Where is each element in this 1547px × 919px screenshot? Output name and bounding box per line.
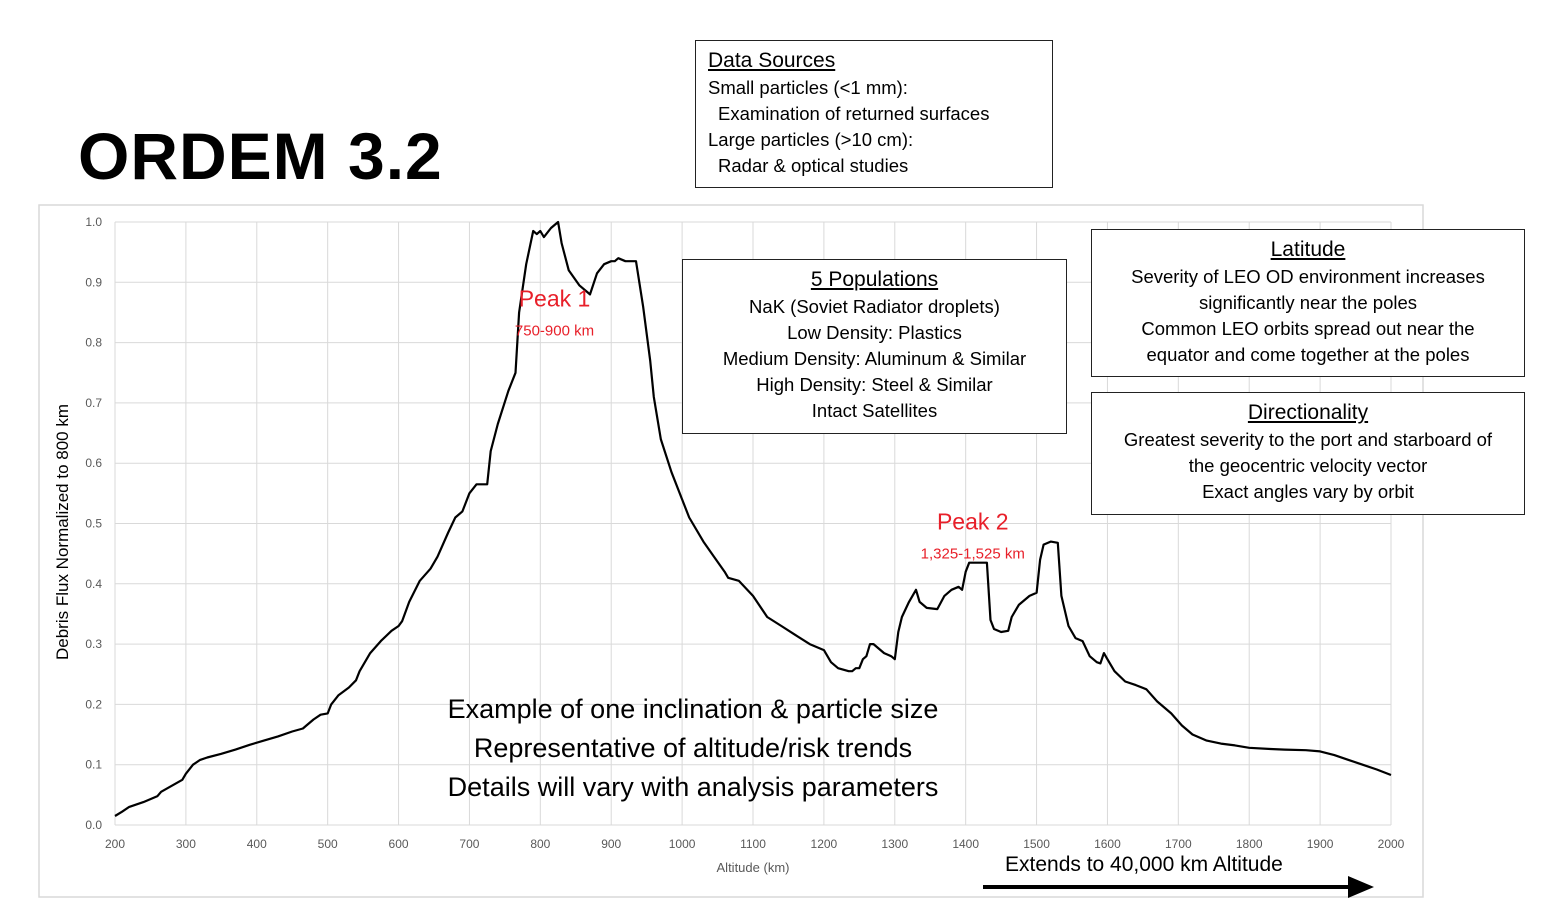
directionality-line: the geocentric velocity vector <box>1188 455 1428 476</box>
peak-label: Peak 2 <box>937 509 1009 535</box>
x-tick-label: 400 <box>247 837 267 851</box>
flux-line <box>114 220 1392 817</box>
x-tick-label: 1300 <box>881 837 908 851</box>
y-tick-label: 0.5 <box>85 517 102 531</box>
data-sources-line: Large particles (>10 cm): <box>708 129 914 150</box>
populations-line: Low Density: Plastics <box>787 322 962 343</box>
data-sources-line: Small particles (<1 mm): <box>708 77 908 98</box>
x-tick-label: 1100 <box>740 837 766 851</box>
latitude-line: equator and come together at the poles <box>1146 344 1470 365</box>
directionality-box: Directionality Greatest severity to the … <box>1091 392 1525 515</box>
y-tick-label: 0.3 <box>85 637 102 651</box>
y-tick-label: 0.8 <box>85 336 102 350</box>
x-tick-label: 500 <box>318 837 338 851</box>
x-tick-label: 200 <box>105 837 125 851</box>
x-tick-labels: 200 300 400 500 600 700 800 900 1000 1100 1200 1300… <box>105 837 1405 851</box>
data-sources-box: Data Sources Small particles (<1 mm): Ex… <box>695 40 1053 188</box>
x-tick-label: 1600 <box>1094 837 1121 851</box>
y-tick-label: 0.2 <box>85 697 102 711</box>
x-axis-label: Altitude (km) <box>717 860 790 875</box>
latitude-line: significantly near the poles <box>1198 292 1418 313</box>
arrow-icon <box>983 876 1374 898</box>
note-line: Example of one inclination & particle si… <box>447 694 939 724</box>
y-tick-label: 0.4 <box>85 577 102 591</box>
latitude-box: Latitude Severity of LEO OD environment … <box>1091 229 1525 377</box>
x-tick-label: 1000 <box>669 837 696 851</box>
x-tick-label: 2000 <box>1378 837 1405 851</box>
latitude-line: Severity of LEO OD environment increases <box>1131 266 1485 287</box>
y-tick-label: 1.0 <box>85 215 102 229</box>
chart-note: Example of one inclination & particle si… <box>393 690 993 807</box>
x-tick-label: 700 <box>459 837 479 851</box>
x-tick-label: 600 <box>389 837 409 851</box>
latitude-line: Common LEO orbits spread out near the <box>1141 318 1475 339</box>
x-tick-label: 1900 <box>1307 837 1334 851</box>
note-line: Details will vary with analysis paramete… <box>447 772 939 802</box>
extends-label: Extends to 40,000 km Altitude <box>1005 853 1283 876</box>
populations-line: Intact Satellites <box>811 400 938 421</box>
data-sources-heading: Data Sources <box>708 49 836 72</box>
x-tick-label: 300 <box>176 837 196 851</box>
page-title: ORDEM 3.2 <box>78 119 443 193</box>
directionality-line: Exact angles vary by orbit <box>1202 481 1414 502</box>
x-tick-label: 1800 <box>1236 837 1263 851</box>
x-tick-label: 900 <box>601 837 621 851</box>
populations-heading: 5 Populations <box>810 268 939 291</box>
populations-line: NaK (Soviet Radiator droplets) <box>749 296 1000 317</box>
x-tick-label: 800 <box>530 837 550 851</box>
peak-annotations: Peak 1 750-900 km Peak 2 1,325-1,525 km <box>515 285 1025 562</box>
y-axis-label: Debris Flux Normalized to 800 km <box>53 404 72 660</box>
y-tick-label: 0.9 <box>85 275 102 289</box>
y-tick-label: 0.1 <box>85 758 102 772</box>
data-sources-line: Examination of returned surfaces <box>718 103 990 124</box>
peak-label: Peak 1 <box>519 285 591 311</box>
y-tick-label: 0.7 <box>85 396 102 410</box>
latitude-heading: Latitude <box>1270 238 1346 261</box>
populations-line: High Density: Steel & Similar <box>756 374 993 395</box>
note-line: Representative of altitude/risk trends <box>473 733 913 763</box>
directionality-line: Greatest severity to the port and starbo… <box>1123 429 1493 450</box>
populations-box: 5 Populations NaK (Soviet Radiator dropl… <box>682 259 1067 434</box>
x-tick-label: 1700 <box>1165 837 1192 851</box>
y-tick-labels: 0.0 0.1 0.2 0.3 0.4 0.5 0.6 0.7 0.8 0.9 1.0 <box>85 215 102 832</box>
x-tick-label: 1500 <box>1023 837 1050 851</box>
x-tick-label: 1200 <box>811 837 838 851</box>
y-tick-label: 0.0 <box>85 818 102 832</box>
peak-range-label: 1,325-1,525 km <box>921 546 1025 563</box>
y-tick-label: 0.6 <box>85 456 102 470</box>
directionality-heading: Directionality <box>1247 401 1369 424</box>
populations-line: Medium Density: Aluminum & Similar <box>722 348 1027 369</box>
peak-range-label: 750-900 km <box>515 322 594 339</box>
x-tick-label: 1400 <box>952 837 979 851</box>
data-sources-line: Radar & optical studies <box>718 155 909 176</box>
